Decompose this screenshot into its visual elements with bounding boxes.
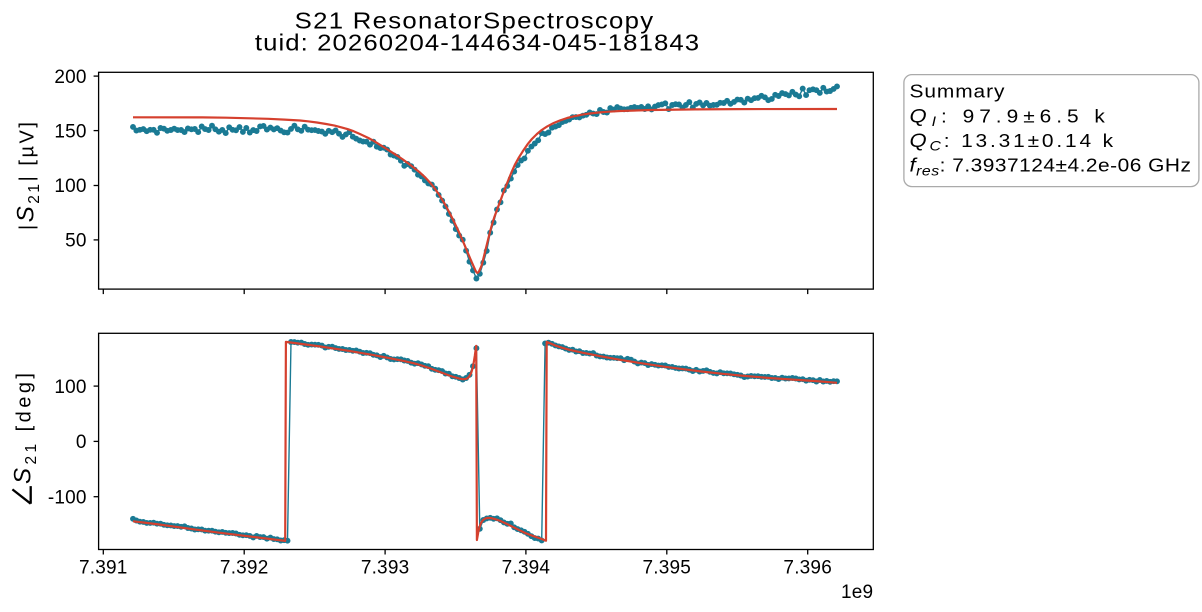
svg-text:7.395: 7.395 [643,557,692,578]
svg-text:QC: 13.31±0.14 k: QC: 13.31±0.14 k [910,130,1116,154]
svg-text:-100: -100 [48,487,87,508]
svg-text:|S21| [µV]: |S21| [µV] [13,122,44,230]
svg-text:150: 150 [54,121,86,142]
svg-text:tuid: 20260204-144634-045-1818: tuid: 20260204-144634-045-181843 [255,31,700,56]
svg-text:QI: 97.9±6.5 k: QI: 97.9±6.5 k [910,105,1110,129]
svg-text:1e9: 1e9 [841,582,873,603]
svg-text:7.396: 7.396 [783,557,832,578]
svg-text:0: 0 [76,432,87,453]
svg-text:7.394: 7.394 [502,557,551,578]
svg-text:100: 100 [54,377,86,398]
svg-text:50: 50 [65,231,87,252]
svg-text:7.393: 7.393 [361,557,410,578]
svg-text:fres: 7.3937124±4.2e-06 GHz: fres: 7.3937124±4.2e-06 GHz [910,155,1192,179]
svg-text:S21 [deg]: S21 [deg] [10,373,41,484]
svg-text:S21 ResonatorSpectroscopy: S21 ResonatorSpectroscopy [295,9,655,34]
svg-text:7.391: 7.391 [79,557,128,578]
svg-text:7.392: 7.392 [220,557,269,578]
svg-text:200: 200 [54,67,86,88]
svg-text:100: 100 [54,176,86,197]
svg-text:Summary: Summary [910,82,1006,103]
